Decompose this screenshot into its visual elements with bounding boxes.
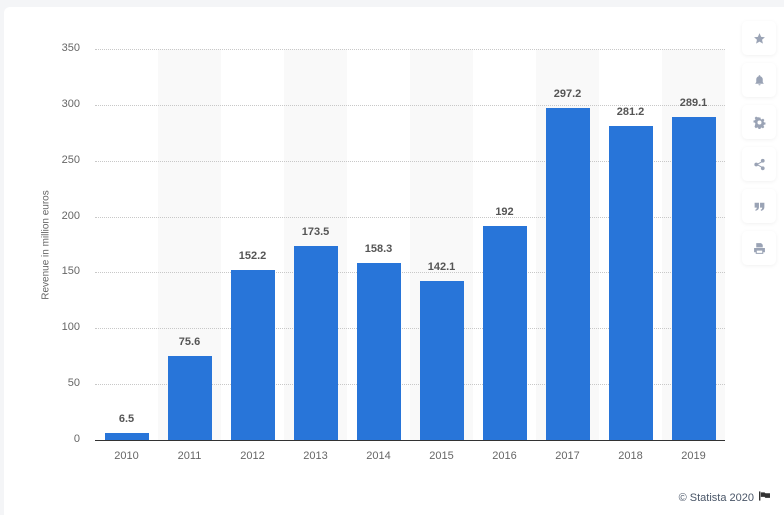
gridline (95, 272, 725, 273)
x-tick-label: 2019 (681, 450, 706, 462)
x-tick-label: 2017 (555, 450, 580, 462)
bar-value-label: 192 (495, 205, 514, 218)
bell-icon (754, 74, 764, 85)
y-axis-label: Revenue in million euros (40, 190, 52, 300)
share-icon (753, 158, 765, 170)
x-tick-label: 2012 (240, 450, 265, 462)
x-tick-label: 2018 (618, 450, 643, 462)
print-button[interactable] (742, 231, 776, 265)
bar-value-label: 289.1 (679, 97, 708, 110)
x-tick-label: 2015 (429, 450, 454, 462)
bar-value-label: 142.1 (427, 261, 456, 274)
bar-2018[interactable] (608, 125, 653, 440)
gridline (95, 217, 725, 218)
bar-value-label: 297.2 (553, 87, 582, 100)
bar-2014[interactable] (356, 263, 401, 440)
x-axis-line (95, 440, 725, 441)
y-tick-label: 300 (61, 98, 80, 110)
bar-2010[interactable] (104, 432, 149, 440)
favorite-button[interactable] (742, 21, 776, 55)
share-button[interactable] (742, 147, 776, 181)
gridline (95, 49, 725, 50)
print-icon (753, 242, 765, 254)
bar-value-label: 75.6 (178, 335, 201, 348)
cite-button[interactable] (742, 189, 776, 223)
gear-icon (752, 116, 765, 129)
x-tick-label: 2016 (492, 450, 517, 462)
bar-value-label: 158.3 (364, 243, 393, 256)
y-tick-label: 0 (73, 433, 80, 445)
bar-2017[interactable] (545, 107, 590, 440)
bar-value-label: 173.5 (301, 226, 330, 239)
y-tick-label: 250 (61, 154, 80, 166)
bar-value-label: 6.5 (118, 412, 135, 425)
y-tick-label: 150 (61, 265, 80, 277)
x-tick-label: 2010 (114, 450, 139, 462)
gridline (95, 161, 725, 162)
gridline (95, 384, 725, 385)
gridline (95, 105, 725, 106)
quote-icon (754, 202, 764, 211)
bar-2016[interactable] (482, 225, 527, 440)
bar-2012[interactable] (230, 269, 275, 440)
notification-button[interactable] (742, 63, 776, 97)
x-tick-label: 2014 (366, 450, 391, 462)
y-tick-label: 350 (61, 42, 80, 54)
bar-2015[interactable] (419, 281, 464, 440)
star-icon (753, 32, 765, 44)
bar-value-label: 152.2 (238, 249, 267, 262)
x-tick-label: 2013 (303, 450, 328, 462)
bar-2013[interactable] (293, 246, 338, 440)
x-tick-label: 2011 (177, 450, 202, 462)
y-tick-label: 100 (61, 321, 80, 333)
flag-icon[interactable] (759, 491, 770, 504)
bar-value-label: 281.2 (616, 105, 645, 118)
y-tick-label: 200 (61, 210, 80, 222)
copyright-text[interactable]: © Statista 2020 (678, 491, 754, 504)
bar-2011[interactable] (167, 355, 212, 440)
footer: © Statista 2020 (679, 491, 770, 504)
settings-button[interactable] (742, 105, 776, 139)
gridline (95, 328, 725, 329)
y-tick-label: 50 (67, 377, 80, 389)
bar-2019[interactable] (671, 117, 716, 440)
